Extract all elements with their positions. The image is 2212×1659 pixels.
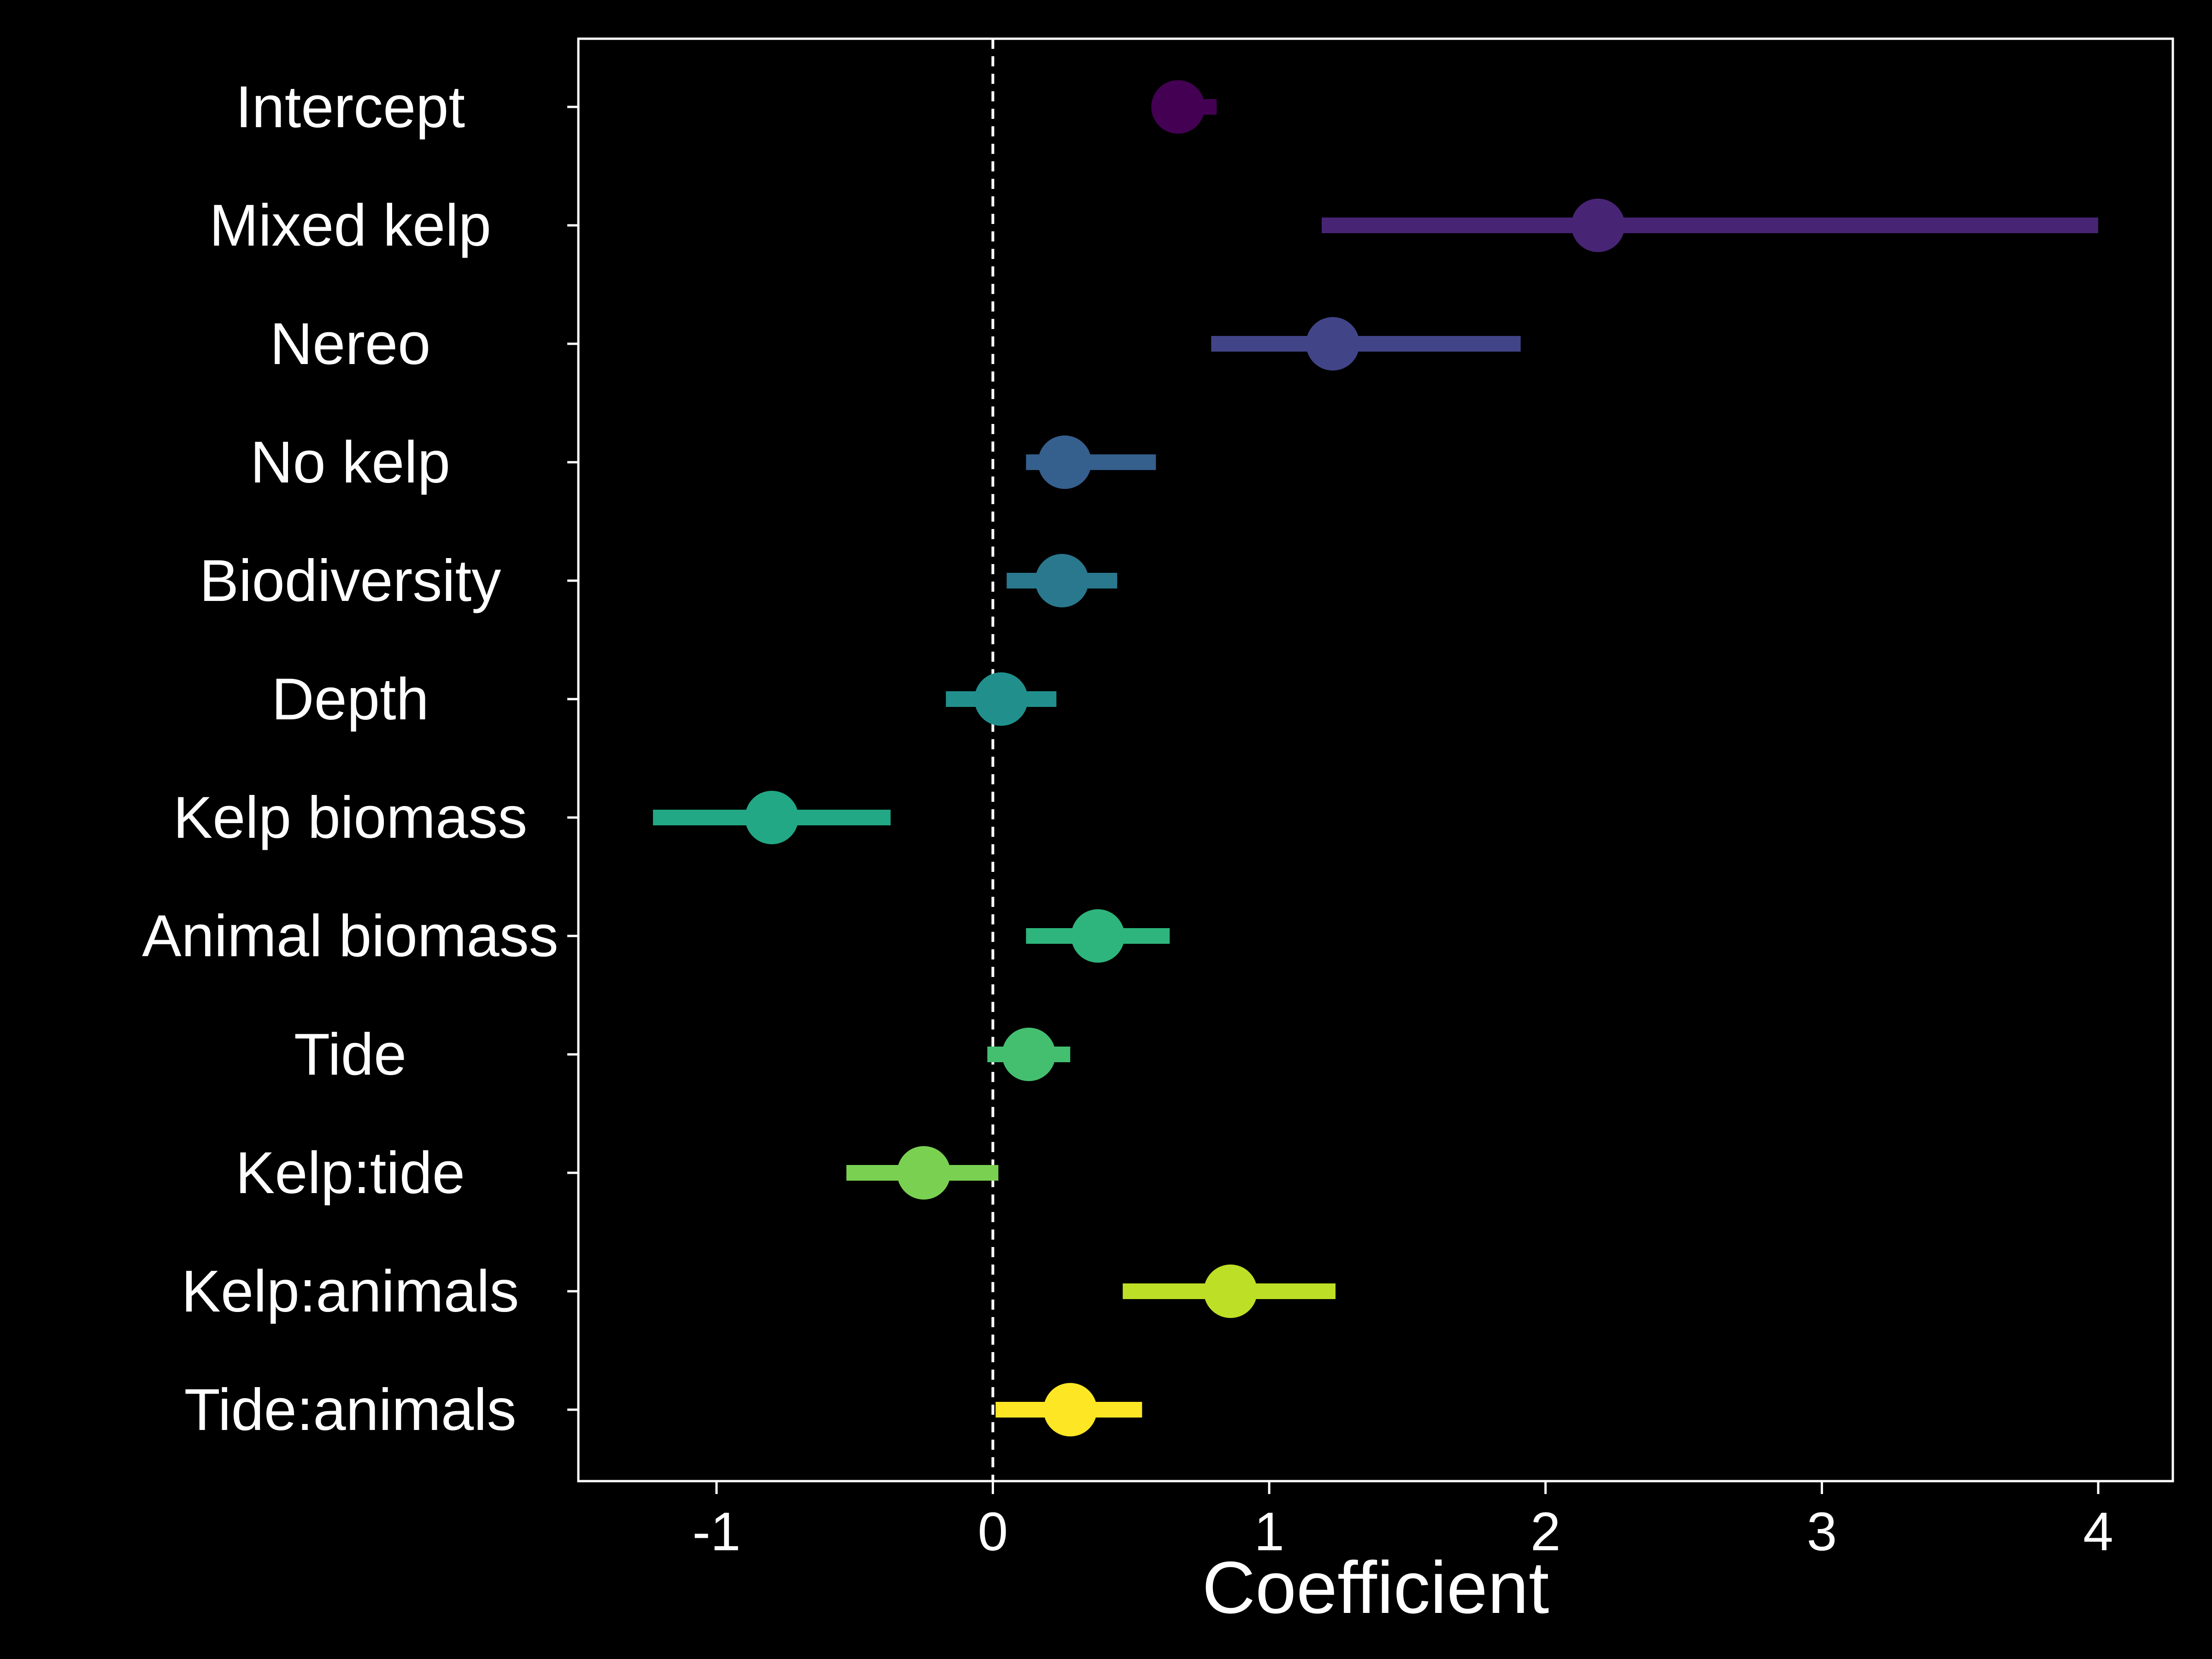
coefficient-point (1306, 317, 1360, 371)
category-label: Animal biomass (142, 903, 558, 969)
coefficient-point (745, 791, 799, 844)
coefficient-point (1151, 80, 1205, 134)
category-label: Depth (271, 666, 429, 732)
coefficient-point (1035, 554, 1089, 607)
x-tick-label: 2 (1530, 1501, 1561, 1562)
coefficient-point (1571, 199, 1625, 252)
category-label: Intercept (235, 74, 465, 140)
category-label: Kelp:tide (235, 1140, 465, 1206)
plot-panel-border (577, 37, 2174, 1483)
coefficient-point (1071, 909, 1125, 963)
x-tick-label: -1 (692, 1501, 741, 1562)
x-tick-label: 1 (1254, 1501, 1284, 1562)
category-label: Kelp biomass (173, 785, 527, 851)
x-tick-label: 0 (978, 1501, 1008, 1562)
coefficient-point (1038, 435, 1092, 489)
coefficient-point (1204, 1265, 1258, 1318)
category-label: Kelp:animals (182, 1259, 519, 1324)
category-label: Tide:animals (184, 1377, 517, 1443)
coefficient-point (897, 1146, 951, 1200)
category-label: Nereo (270, 311, 431, 377)
category-label: Biodiversity (200, 548, 501, 614)
category-label: Mixed kelp (209, 193, 491, 259)
coefficient-point (1002, 1028, 1056, 1081)
category-label: No kelp (250, 429, 450, 495)
x-axis-title: Coefficient (1202, 1546, 1549, 1629)
x-tick-label: 3 (1807, 1501, 1837, 1562)
coefficient-point (974, 672, 1028, 726)
coefficient-point (1043, 1383, 1097, 1436)
category-label: Tide (294, 1022, 406, 1088)
x-tick-label: 4 (2083, 1501, 2113, 1562)
